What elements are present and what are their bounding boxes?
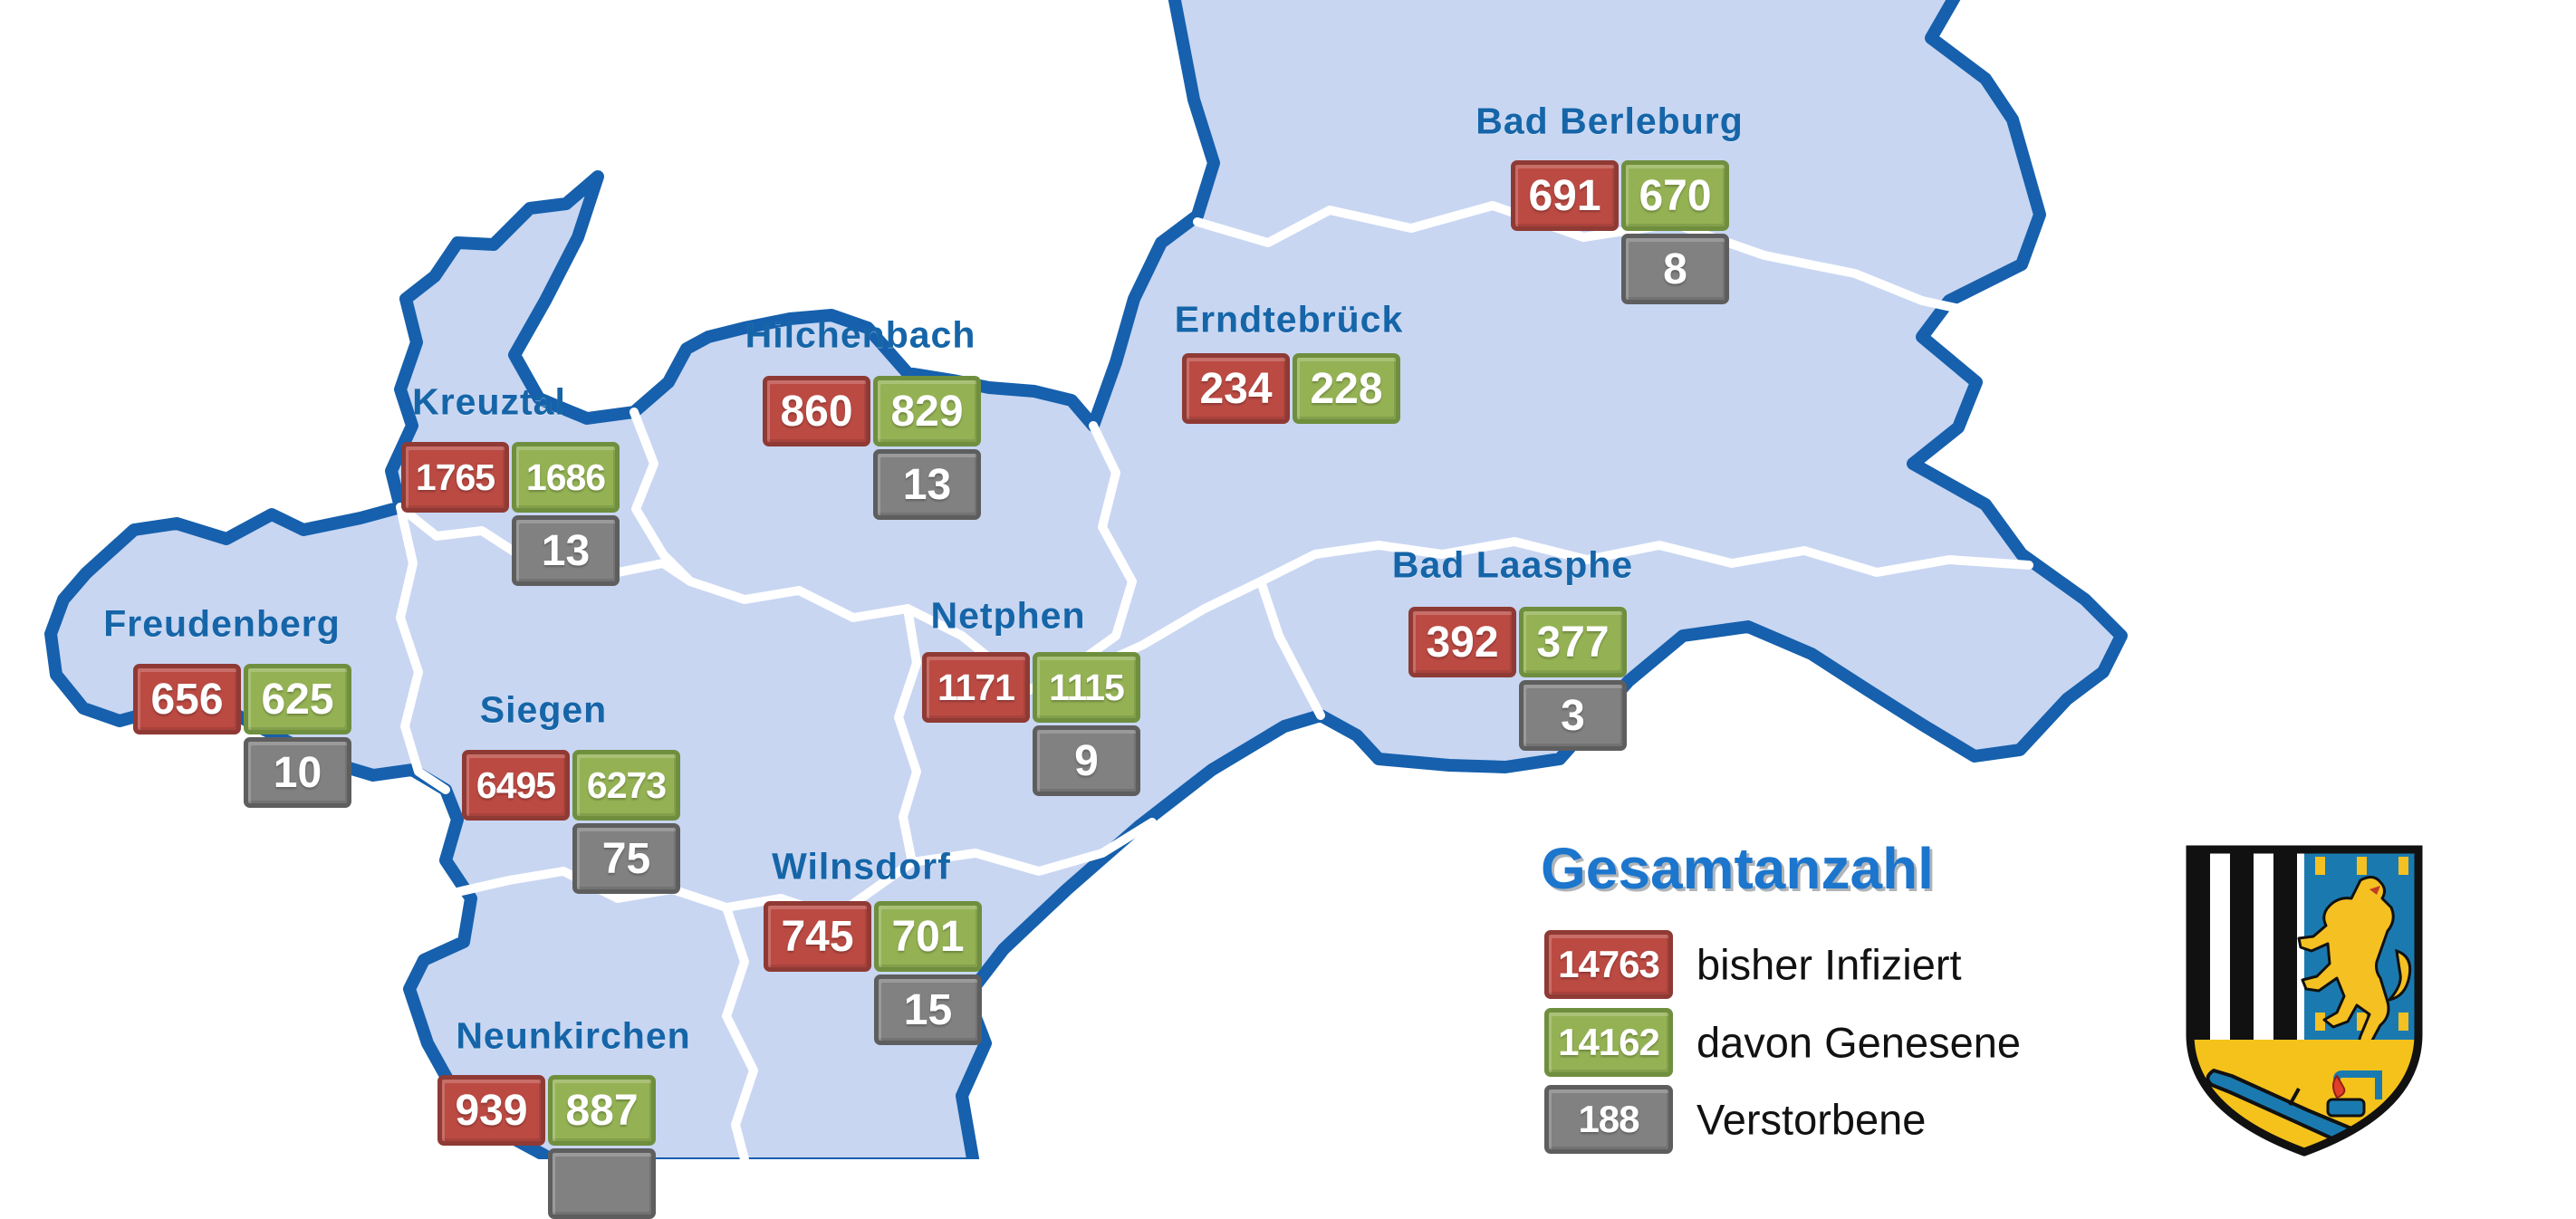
coat-of-arms-icon xyxy=(2186,845,2423,1157)
infected-badge: 939 xyxy=(437,1075,545,1146)
deceased-badge: 13 xyxy=(873,449,981,520)
recovered-badge: 377 xyxy=(1519,607,1627,677)
recovered-badge: 829 xyxy=(873,376,981,446)
recovered-badge: 1686 xyxy=(512,442,620,513)
legend-title: Gesamtanzahl xyxy=(1541,836,1934,901)
shield-outline xyxy=(2186,845,2423,1157)
municipality-label: Netphen xyxy=(930,594,1086,637)
recovered-total-label: davon Genesene xyxy=(1697,1018,2022,1067)
recovered-badge: 701 xyxy=(874,901,982,972)
deceased-badge: 8 xyxy=(1621,234,1729,304)
deceased-badge: 9 xyxy=(1033,725,1140,796)
municipality-label: Bad Berleburg xyxy=(1475,100,1744,142)
recovered-badge: 6273 xyxy=(572,750,680,821)
recovered-badge: 887 xyxy=(548,1075,656,1146)
infected-badge: 1765 xyxy=(401,442,509,513)
recovered-badge: 670 xyxy=(1621,160,1729,231)
billets xyxy=(2315,857,2408,1031)
infected-total-label: bisher Infiziert xyxy=(1697,940,1962,989)
infected-badge: 392 xyxy=(1408,607,1516,677)
district-map xyxy=(44,0,2128,1159)
infected-badge: 691 xyxy=(1511,160,1619,231)
covid-map-infographic: Bad Berleburg 691 670 8 Erndtebrück 234 228 Hil… xyxy=(44,0,2423,1219)
recovered-badge: 625 xyxy=(244,664,351,734)
infected-total-badge: 14763 xyxy=(1544,930,1673,999)
deceased-badge: 15 xyxy=(874,974,982,1045)
municipality-label: Siegen xyxy=(479,688,608,731)
municipality-label: Neunkirchen xyxy=(456,1014,691,1057)
municipality-label: Kreuztal xyxy=(412,380,566,423)
municipal-boundaries xyxy=(396,201,2033,1159)
municipality-label: Wilnsdorf xyxy=(772,845,951,888)
municipality-label: Hilchenbach xyxy=(745,313,976,356)
deceased-total-label: Verstorbene xyxy=(1697,1095,1927,1144)
deceased-badge: 75 xyxy=(572,823,680,894)
infected-badge: 6495 xyxy=(462,750,570,821)
infected-badge: 656 xyxy=(133,664,241,734)
miners-lamp-icon xyxy=(2326,1070,2382,1118)
infected-badge: 860 xyxy=(763,376,870,446)
deceased-badge: 13 xyxy=(512,515,620,586)
municipality-label: Bad Laasphe xyxy=(1391,543,1634,586)
deceased-badge: 10 xyxy=(244,737,351,808)
deceased-total-badge: 188 xyxy=(1544,1085,1673,1154)
recovered-badge: 228 xyxy=(1293,353,1400,424)
infected-badge: 1171 xyxy=(922,652,1030,723)
infected-badge: 234 xyxy=(1182,353,1290,424)
recovered-total-badge: 14162 xyxy=(1544,1008,1673,1077)
infected-badge: 745 xyxy=(764,901,871,972)
deceased-badge: 3 xyxy=(1519,680,1627,751)
municipality-label: Erndtebrück xyxy=(1174,298,1404,341)
recovered-badge: 1115 xyxy=(1033,652,1140,723)
gold-field xyxy=(2190,1040,2418,1152)
municipality-label: Freudenberg xyxy=(103,602,341,645)
